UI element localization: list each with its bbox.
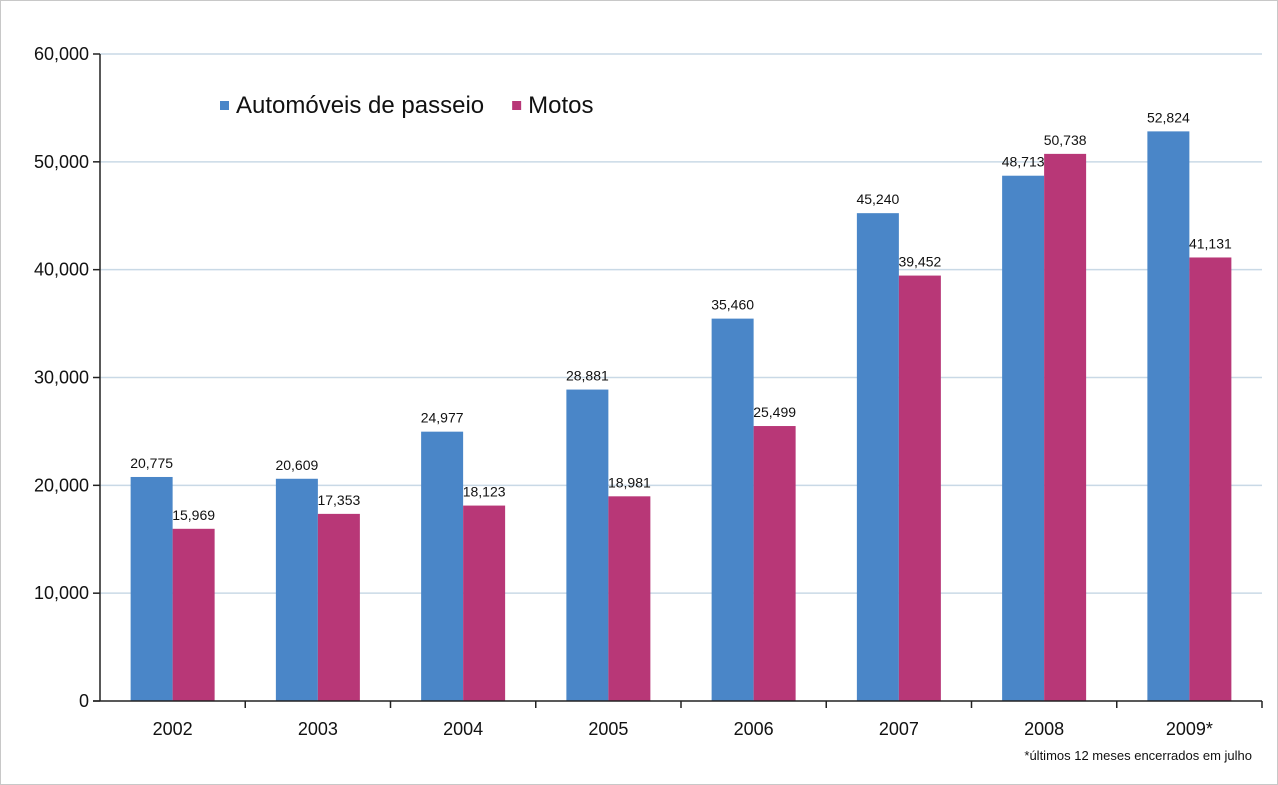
x-category-label: 2008 — [1024, 719, 1064, 739]
y-tick-label: 10,000 — [34, 583, 89, 603]
legend-swatch — [512, 101, 522, 110]
x-category-label: 2003 — [298, 719, 338, 739]
x-category-label: 2004 — [443, 719, 483, 739]
bar-motos — [1189, 257, 1232, 701]
data-label-motos: 18,981 — [608, 474, 651, 490]
gridlines — [100, 53, 1262, 594]
bar-automoveis — [421, 431, 464, 701]
y-tick-label: 0 — [79, 691, 89, 711]
x-axis-category-labels: 2002 2003 2004 2005 2006 2007 2008 2009* — [153, 719, 1213, 739]
y-tick-label: 20,000 — [34, 475, 89, 495]
data-label-automoveis: 35,460 — [711, 297, 754, 313]
legend: Automóveis de passeio Motos — [220, 92, 594, 119]
bar-motos — [172, 528, 215, 701]
footnote: *últimos 12 meses encerrados em julho — [1024, 748, 1252, 763]
bar-motos — [463, 505, 506, 701]
bar-motos — [317, 513, 360, 701]
bar-automoveis — [1147, 131, 1190, 701]
legend-label: Motos — [528, 92, 593, 119]
bar-motos — [753, 426, 796, 701]
x-category-label: 2002 — [153, 719, 193, 739]
bar-automoveis — [566, 389, 609, 701]
bar-motos — [608, 496, 651, 701]
bar-motos — [1044, 153, 1087, 701]
data-label-motos: 17,353 — [317, 492, 360, 508]
data-label-motos: 41,131 — [1189, 235, 1232, 251]
data-label-automoveis: 48,713 — [1002, 154, 1045, 170]
data-label-automoveis: 20,609 — [275, 457, 318, 473]
data-label-motos: 18,123 — [463, 484, 506, 500]
bar-automoveis — [275, 478, 318, 701]
x-category-label: 2007 — [879, 719, 919, 739]
y-tick-label: 50,000 — [34, 152, 89, 172]
y-axis-tick-labels: 0 10,000 20,000 30,000 40,000 50,000 60,000 — [34, 44, 89, 711]
bar-automoveis — [711, 318, 754, 701]
data-label-motos: 15,969 — [172, 507, 215, 523]
legend-swatch — [220, 101, 229, 110]
x-category-label: 2006 — [734, 719, 774, 739]
data-label-automoveis: 52,824 — [1147, 109, 1190, 125]
bar-motos — [898, 275, 941, 701]
bar-automoveis — [1002, 175, 1045, 701]
x-category-label: 2009* — [1166, 719, 1213, 739]
legend-label: Automóveis de passeio — [236, 92, 484, 119]
y-tick-label: 30,000 — [34, 368, 89, 388]
data-label-automoveis: 45,240 — [856, 191, 899, 207]
bar-automoveis — [130, 476, 173, 701]
bars — [130, 131, 1232, 702]
y-tick-label: 60,000 — [34, 44, 89, 64]
data-label-automoveis: 28,881 — [566, 368, 609, 384]
y-tick-label: 40,000 — [34, 260, 89, 280]
data-label-automoveis: 24,977 — [421, 410, 464, 426]
x-category-label: 2005 — [588, 719, 628, 739]
data-labels: 20,775 15,969 20,609 17,353 24,977 18,123 28,8… — [130, 109, 1232, 522]
data-label-motos: 50,738 — [1044, 132, 1087, 148]
data-label-automoveis: 20,775 — [130, 455, 173, 471]
data-label-motos: 25,499 — [753, 404, 796, 420]
axes — [93, 53, 1263, 708]
bar-automoveis — [856, 213, 899, 702]
data-label-motos: 39,452 — [898, 254, 941, 270]
